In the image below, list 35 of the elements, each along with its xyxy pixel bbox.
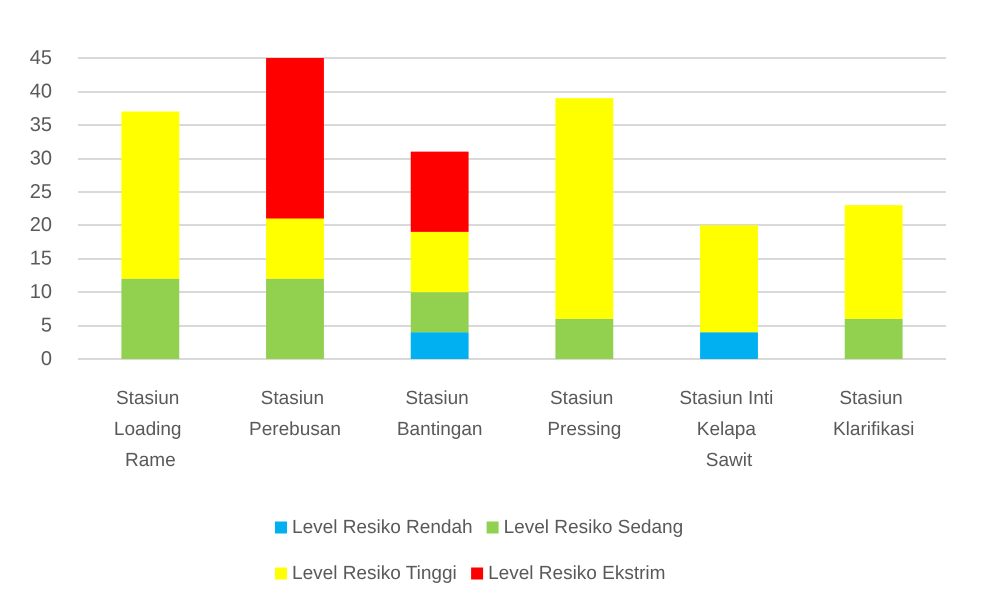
bar	[266, 58, 324, 219]
bar	[844, 205, 903, 319]
legend-label: Level Resiko Tinggi	[292, 563, 457, 584]
bar	[121, 278, 180, 359]
y-tick-label: 5	[40, 314, 52, 337]
legend-label: Level Resiko Ekstrim	[488, 563, 666, 584]
y-tick-label: 15	[30, 248, 52, 270]
bar	[700, 225, 758, 332]
bar	[410, 292, 469, 332]
bar	[266, 218, 324, 279]
bar	[410, 232, 469, 292]
bar	[410, 152, 469, 232]
y-tick-label: 45	[30, 47, 52, 69]
bar	[121, 112, 180, 279]
bar	[266, 278, 324, 359]
y-tick-label: 20	[30, 214, 52, 236]
bar	[410, 332, 469, 359]
x-tick-label: Stasiun Pressing	[547, 388, 622, 440]
x-tick-label: Stasiun Inti Kelapa Sawit	[679, 388, 779, 471]
bar	[844, 318, 903, 359]
legend-label: Level Resiko Sedang	[504, 517, 684, 538]
y-tick-label: 30	[30, 147, 52, 170]
y-tick-label: 10	[30, 281, 52, 304]
x-tick-label: Stasiun Loading Rame	[114, 388, 187, 471]
x-tick-label: Stasiun Bantingan	[396, 388, 482, 440]
y-tick-label: 35	[30, 114, 52, 136]
y-tick-label: 40	[30, 80, 52, 102]
y-tick-label: 0	[40, 348, 52, 370]
bar	[555, 318, 614, 359]
x-tick-label: Stasiun Klarifikasi	[833, 388, 914, 440]
legend-label: Level Resiko Rendah	[292, 517, 473, 538]
bar	[700, 332, 758, 359]
y-tick-label: 25	[30, 180, 52, 203]
x-tick-label: Stasiun Perebusan	[249, 388, 341, 440]
bar	[555, 98, 614, 319]
